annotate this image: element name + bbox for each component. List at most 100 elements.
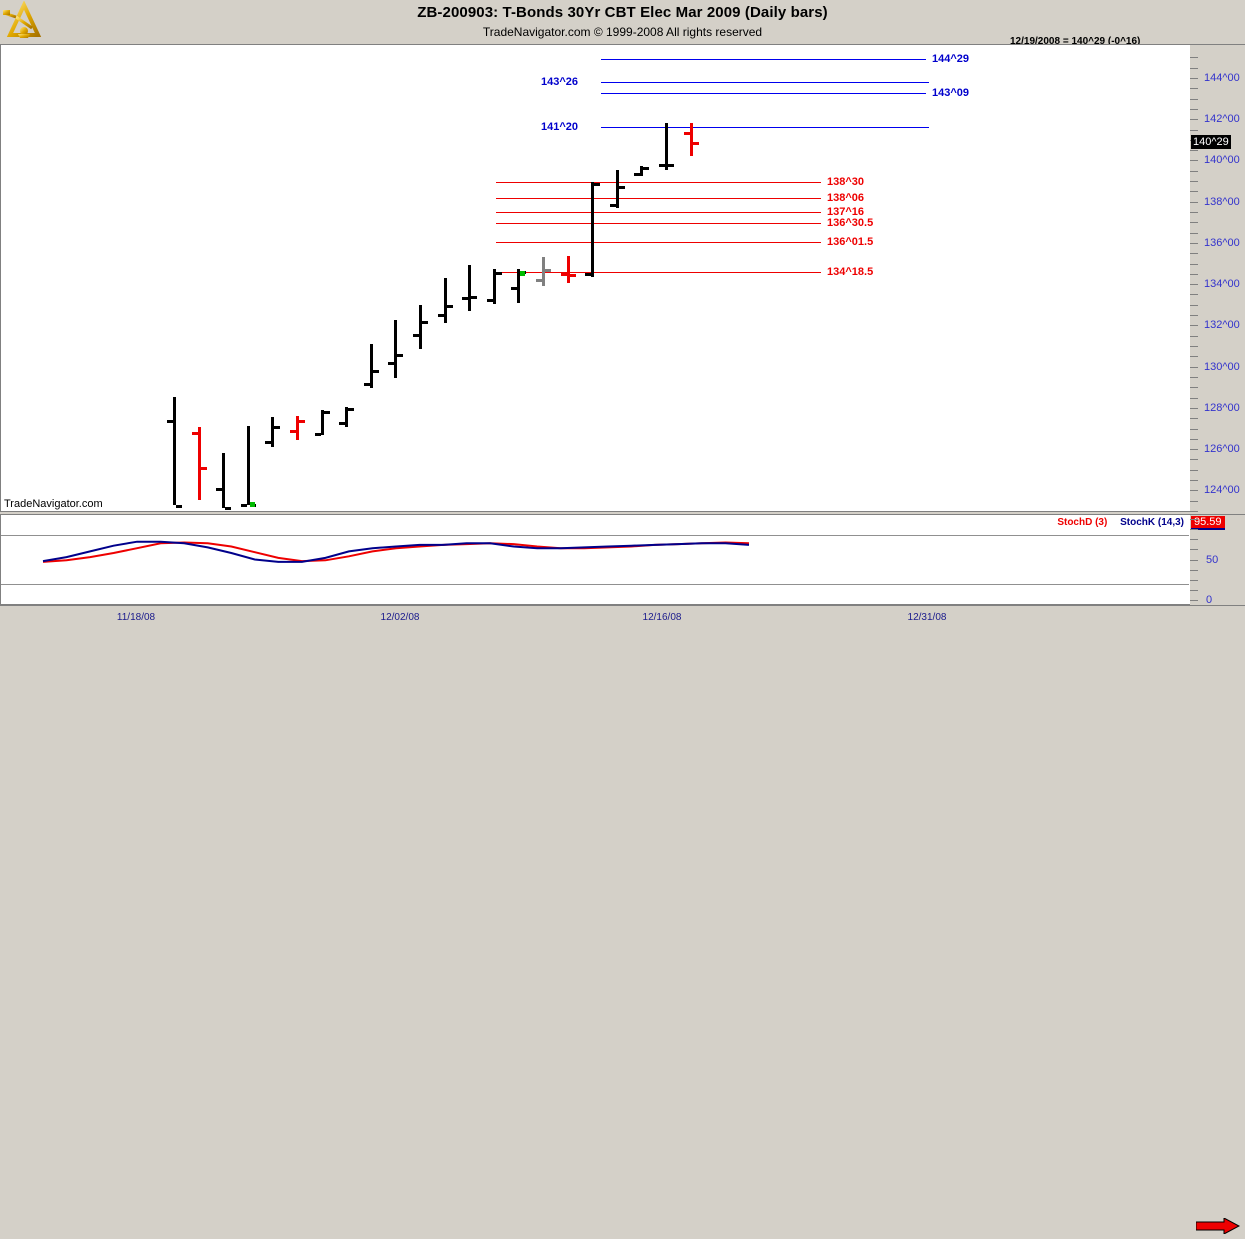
ohlc-open-tick: [339, 422, 346, 426]
ohlc-close-tick: [422, 321, 428, 325]
ohlc-high-low: [591, 182, 595, 277]
support-line[interactable]: [496, 212, 821, 214]
price-axis-tick: [1190, 119, 1198, 121]
ohlc-high-low: [369, 343, 373, 389]
ohlc-open-tick: [560, 272, 567, 276]
bar-marker-dot: [249, 501, 255, 507]
support-line[interactable]: [496, 223, 821, 225]
support-line[interactable]: [496, 241, 821, 243]
resistance-line[interactable]: [601, 126, 929, 128]
copyright-subtitle: TradeNavigator.com © 1999-2008 All right…: [482, 25, 763, 39]
indicator-gridline: [1, 535, 1189, 537]
ohlc-high-low: [394, 320, 398, 378]
ohlc-open-tick: [511, 287, 518, 291]
resistance-line-label: 143^26: [541, 75, 579, 88]
forward-arrow-icon[interactable]: [1195, 1217, 1241, 1239]
stoch-k-line: [42, 540, 750, 563]
price-axis-tick: [1190, 304, 1198, 306]
ohlc-high-low: [419, 304, 422, 350]
stochastic-legend: StochD (3) StochK (14,3): [1057, 517, 1184, 528]
ohlc-close-tick: [569, 273, 576, 277]
support-line-label: 136^01.5: [827, 235, 874, 248]
ohlc-open-tick: [413, 333, 419, 337]
price-axis-tick: [1190, 335, 1198, 337]
price-axis-tick: [1190, 222, 1198, 224]
price-axis-tick: [1190, 150, 1198, 152]
quote-readout: 12/19/2008 = 140^29 (-0^16): [1010, 36, 1141, 47]
ohlc-high-low: [468, 264, 472, 311]
bar-marker-dot: [520, 271, 526, 277]
price-axis-tick: [1190, 407, 1198, 409]
ohlc-open-tick: [314, 432, 321, 436]
indicator-axis-tick: [1190, 600, 1198, 601]
support-line-label: 136^30.5: [827, 217, 874, 230]
ohlc-close-tick: [176, 504, 182, 508]
ohlc-high-low: [320, 409, 324, 435]
price-axis-tick: [1190, 315, 1198, 317]
price-axis-tick: [1190, 500, 1198, 502]
price-axis-tick: [1190, 366, 1198, 368]
price-axis-tick: [1190, 376, 1198, 378]
price-axis-tick: [1190, 232, 1198, 234]
ohlc-high-low: [640, 165, 644, 176]
price-axis-tick: [1190, 511, 1198, 512]
support-line[interactable]: [496, 182, 821, 184]
ohlc-close-tick: [643, 166, 650, 170]
price-axis-tick: [1190, 438, 1198, 440]
indicator-axis-tick: [1190, 549, 1198, 551]
page-title: ZB-200903: T-Bonds 30Yr CBT Elec Mar 200…: [417, 4, 828, 21]
ohlc-open-tick: [363, 383, 370, 387]
date-axis[interactable]: 11/18/08 12/02/08 12/16/08 12/31/08: [0, 605, 1245, 1235]
price-axis-tick: [1190, 170, 1198, 172]
ohlc-open-tick: [437, 314, 444, 318]
ohlc-close-tick: [274, 426, 281, 430]
ohlc-open-tick: [216, 488, 223, 492]
price-axis-tick: [1190, 428, 1198, 430]
ohlc-high-low: [689, 123, 693, 157]
support-line[interactable]: [496, 197, 821, 199]
date-axis-label: 12/02/08: [380, 612, 420, 623]
stochastic-indicator-pane[interactable]: StochD (3) StochK (14,3): [0, 514, 1190, 605]
indicator-gridline: [1, 583, 1189, 585]
ohlc-open-tick: [659, 163, 665, 167]
date-axis-label: 12/16/08: [642, 612, 682, 623]
support-line-label: 134^18.5: [827, 266, 874, 279]
resistance-line[interactable]: [601, 59, 926, 61]
indicator-axis[interactable]: 95.59 50 0: [1190, 514, 1245, 606]
ohlc-open-tick: [191, 431, 198, 435]
price-chart-pane[interactable]: 144^29 143^26 143^09 141^20 138^30 138^06 137^…: [0, 44, 1190, 512]
stoch-k-legend-label: StochK (14,3): [1120, 517, 1184, 528]
price-axis-tick: [1190, 129, 1198, 131]
ohlc-close-tick: [200, 466, 207, 470]
price-axis-tick: [1190, 77, 1198, 79]
price-axis-label: 130^00: [1204, 360, 1240, 373]
indicator-axis-label: 50: [1206, 553, 1219, 566]
price-axis-tick: [1190, 397, 1198, 399]
ohlc-open-tick: [536, 279, 542, 283]
indicator-axis-tick: [1190, 569, 1198, 571]
support-line[interactable]: [496, 272, 821, 274]
stochastic-plot: [42, 540, 750, 563]
price-axis-tick: [1190, 387, 1198, 389]
ohlc-high-low: [246, 426, 250, 505]
price-axis-tick: [1190, 181, 1198, 183]
price-axis-tick: [1190, 294, 1198, 296]
price-axis-tick: [1190, 449, 1198, 451]
ohlc-close-tick: [225, 506, 232, 510]
price-axis-tick: [1190, 242, 1198, 244]
support-line-label: 137^16: [827, 206, 865, 219]
ohlc-high-low: [173, 396, 176, 505]
ohlc-close-tick: [446, 304, 453, 308]
sextant-logo-icon: [2, 0, 46, 41]
ohlc-close-tick: [594, 183, 601, 187]
resistance-line[interactable]: [601, 81, 929, 83]
ohlc-close-tick: [471, 295, 478, 299]
price-axis-label: 126^00: [1204, 443, 1240, 456]
resistance-line[interactable]: [601, 92, 926, 94]
price-axis-label: 136^00: [1204, 236, 1240, 249]
date-axis-label: 11/18/08: [116, 612, 156, 623]
ohlc-open-tick: [609, 203, 616, 207]
price-axis[interactable]: 144^00 142^00 140^00 138^00 136^00 134^00 132^…: [1190, 44, 1245, 513]
ohlc-close-tick: [348, 407, 355, 411]
stochastic-value-badge: 95.59: [1191, 515, 1225, 530]
